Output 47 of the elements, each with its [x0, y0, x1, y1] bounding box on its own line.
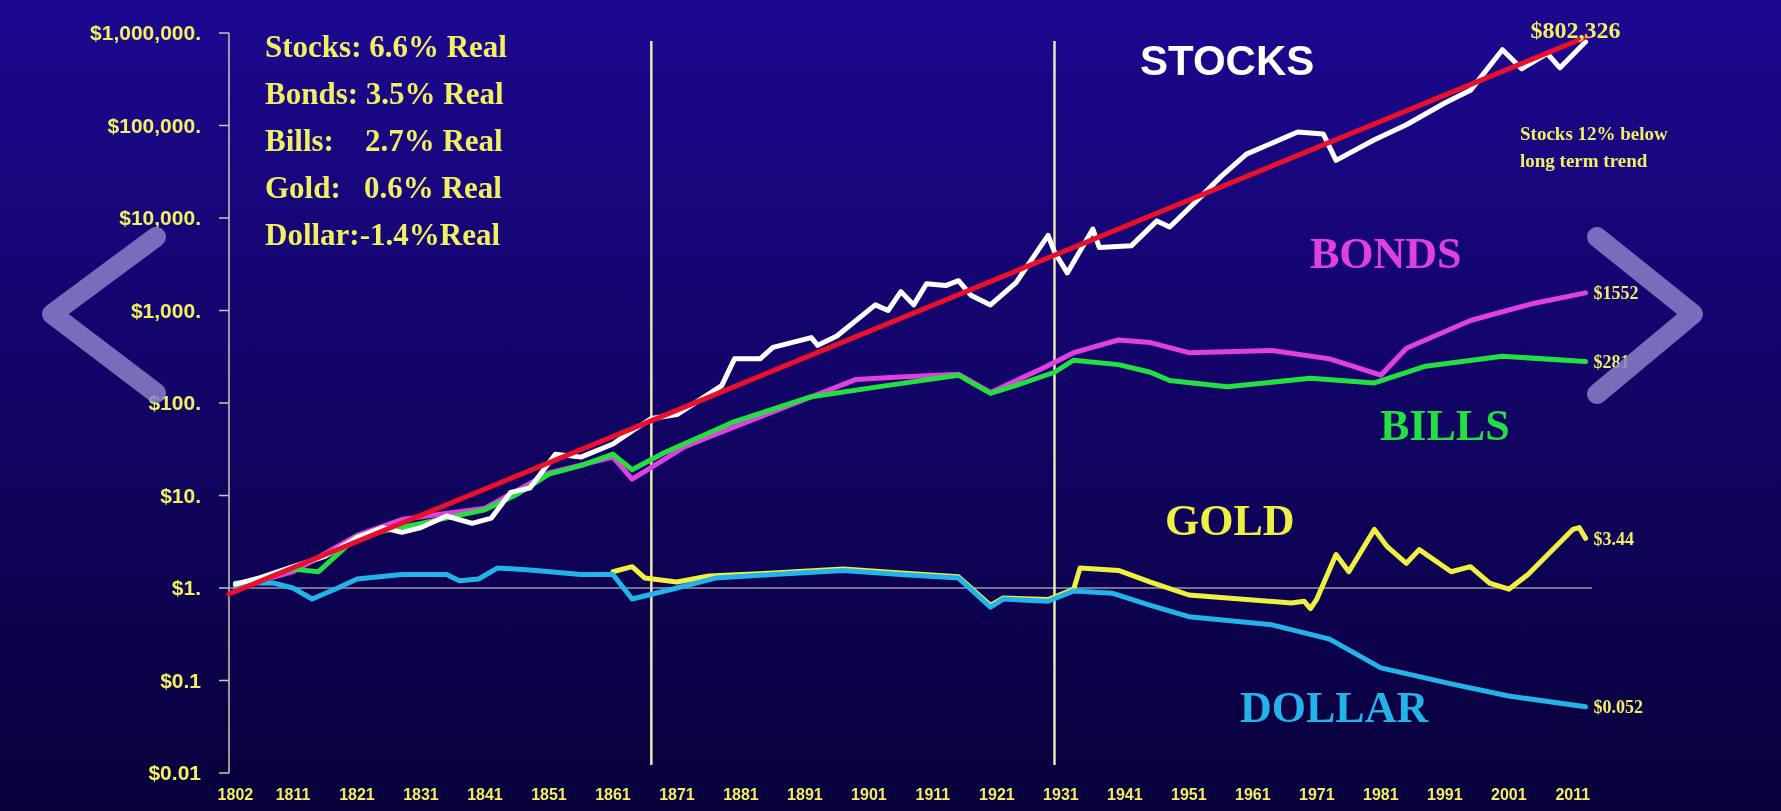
series-label: DOLLAR: [1240, 683, 1430, 732]
series-label: STOCKS: [1140, 37, 1315, 84]
data-label: $1552: [1593, 283, 1639, 304]
annotation: Stocks 12% below long term trend: [1520, 123, 1669, 171]
x-tick-label: 1811: [275, 786, 311, 803]
series-label: BONDS: [1310, 229, 1462, 278]
series-label: BILLS: [1380, 401, 1510, 450]
annotation: Dollar:-1.4%Real: [265, 217, 501, 252]
y-tick-label: $1.: [171, 576, 201, 600]
annotation: Gold: 0.6% Real: [265, 170, 503, 205]
y-tick-label: $10.: [160, 483, 201, 507]
x-tick-label: 1831: [403, 786, 439, 803]
x-tick-label: 1951: [1171, 786, 1207, 803]
y-tick-label: $100.: [148, 391, 201, 415]
x-tick-label: 1961: [1235, 786, 1271, 803]
data-label: $802,326: [1530, 17, 1621, 44]
data-label: $281: [1593, 351, 1630, 372]
y-tick-label: $0.1: [160, 668, 202, 692]
y-tick-label: $0.01: [148, 761, 202, 785]
x-tick-label: 1911: [915, 786, 951, 803]
annotation: Bonds: 3.5% Real: [265, 76, 504, 111]
annotation: Bills: 2.7% Real: [265, 123, 504, 158]
x-tick-label: 1981: [1363, 786, 1399, 803]
x-tick-label: 1991: [1427, 786, 1463, 803]
data-label: $0.052: [1593, 697, 1644, 718]
x-tick-label: 1881: [723, 786, 759, 803]
x-tick-label: 1941: [1107, 786, 1143, 803]
x-tick-label: 1891: [787, 786, 823, 803]
x-tick-label: 1921: [979, 786, 1015, 803]
x-tick-label: 1802: [217, 786, 254, 803]
data-label: $3.44: [1593, 528, 1635, 549]
x-tick-label: 1851: [531, 786, 567, 803]
series-label: GOLD: [1165, 496, 1295, 545]
y-tick-label: $1,000,000.: [90, 21, 201, 45]
x-tick-label: 1821: [339, 786, 375, 803]
y-tick-label: $100,000.: [107, 113, 201, 137]
x-tick-label: 2011: [1555, 786, 1591, 803]
x-tick-label: 1901: [851, 786, 887, 803]
x-tick-label: 1931: [1043, 786, 1079, 803]
y-tick-label: $10,000.: [119, 206, 201, 230]
x-tick-label: 2001: [1491, 786, 1527, 803]
x-tick-label: 1841: [467, 786, 503, 803]
x-tick-label: 1971: [1299, 786, 1335, 803]
annotation: Stocks: 6.6% Real: [265, 29, 508, 64]
x-tick-label: 1871: [659, 786, 695, 803]
y-tick-label: $1,000.: [130, 298, 201, 322]
x-tick-label: 1861: [595, 786, 631, 803]
